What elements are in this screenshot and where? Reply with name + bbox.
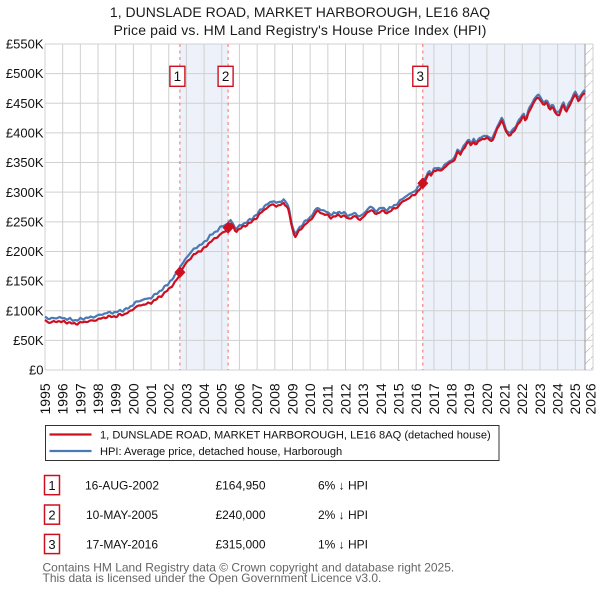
svg-text:2000: 2000 xyxy=(125,383,141,414)
svg-text:2019: 2019 xyxy=(461,383,477,414)
svg-text:£315,000: £315,000 xyxy=(215,537,265,551)
svg-text:2020: 2020 xyxy=(479,383,495,414)
svg-text:2023: 2023 xyxy=(532,383,548,414)
svg-text:2011: 2011 xyxy=(320,384,336,414)
svg-text:1: 1 xyxy=(48,478,55,493)
svg-text:2013: 2013 xyxy=(355,383,371,414)
svg-text:2015: 2015 xyxy=(390,383,406,414)
svg-text:£200K: £200K xyxy=(6,244,44,259)
svg-text:6% ↓ HPI: 6% ↓ HPI xyxy=(318,479,368,493)
svg-text:2026: 2026 xyxy=(582,383,598,414)
svg-text:1996: 1996 xyxy=(55,383,71,414)
svg-text:16-AUG-2002: 16-AUG-2002 xyxy=(85,479,159,493)
svg-text:2024: 2024 xyxy=(550,383,566,414)
svg-text:1, DUNSLADE ROAD, MARKET HARBO: 1, DUNSLADE ROAD, MARKET HARBOROUGH, LE1… xyxy=(100,430,491,442)
svg-text:1998: 1998 xyxy=(90,383,106,414)
svg-text:£250K: £250K xyxy=(6,214,44,229)
svg-text:2007: 2007 xyxy=(249,383,265,414)
svg-text:2022: 2022 xyxy=(514,383,530,414)
svg-text:1995: 1995 xyxy=(37,383,53,414)
svg-text:1, DUNSLADE ROAD, MARKET HARBO: 1, DUNSLADE ROAD, MARKET HARBOROUGH, LE1… xyxy=(110,4,490,20)
svg-text:Price paid vs. HM Land Registr: Price paid vs. HM Land Registry's House … xyxy=(113,22,486,38)
svg-text:2025: 2025 xyxy=(567,383,583,414)
svg-text:2006: 2006 xyxy=(231,383,247,414)
svg-text:2008: 2008 xyxy=(267,383,283,414)
svg-text:Contains HM Land Registry data: Contains HM Land Registry data © Crown c… xyxy=(43,561,455,575)
svg-text:1% ↓ HPI: 1% ↓ HPI xyxy=(318,537,368,551)
svg-text:2018: 2018 xyxy=(444,383,460,414)
svg-text:HPI: Average price, detached h: HPI: Average price, detached house, Harb… xyxy=(100,446,342,458)
svg-text:3: 3 xyxy=(48,537,55,552)
svg-text:2002: 2002 xyxy=(161,383,177,414)
svg-text:£300K: £300K xyxy=(6,185,44,200)
svg-text:10-MAY-2005: 10-MAY-2005 xyxy=(86,508,158,522)
svg-text:This data is licensed under th: This data is licensed under the Open Gov… xyxy=(43,571,382,585)
svg-text:2: 2 xyxy=(48,508,55,523)
svg-text:2009: 2009 xyxy=(284,383,300,414)
svg-text:17-MAY-2016: 17-MAY-2016 xyxy=(86,537,158,551)
svg-text:1999: 1999 xyxy=(108,383,124,414)
svg-text:£150K: £150K xyxy=(6,274,44,289)
svg-text:3: 3 xyxy=(417,69,425,84)
svg-text:2% ↓ HPI: 2% ↓ HPI xyxy=(318,508,368,522)
svg-text:1997: 1997 xyxy=(72,383,88,414)
svg-text:2001: 2001 xyxy=(143,383,159,414)
svg-text:£100K: £100K xyxy=(6,303,44,318)
svg-text:£240,000: £240,000 xyxy=(215,508,265,522)
svg-text:2014: 2014 xyxy=(373,383,389,414)
svg-text:£164,950: £164,950 xyxy=(215,479,265,493)
svg-text:2017: 2017 xyxy=(426,383,442,414)
svg-text:2: 2 xyxy=(222,69,230,84)
svg-text:2021: 2021 xyxy=(497,383,513,414)
svg-text:£400K: £400K xyxy=(6,126,44,141)
svg-text:2012: 2012 xyxy=(337,383,353,414)
svg-text:2005: 2005 xyxy=(214,383,230,414)
svg-text:£0: £0 xyxy=(29,363,43,378)
svg-text:1: 1 xyxy=(174,69,182,84)
svg-text:2010: 2010 xyxy=(302,383,318,414)
svg-text:£500K: £500K xyxy=(6,66,44,81)
svg-text:£450K: £450K xyxy=(6,96,44,111)
svg-text:£550K: £550K xyxy=(6,37,44,52)
svg-text:2016: 2016 xyxy=(408,383,424,414)
svg-text:2003: 2003 xyxy=(178,383,194,414)
svg-text:£50K: £50K xyxy=(13,333,44,348)
svg-text:£350K: £350K xyxy=(6,155,44,170)
svg-text:2004: 2004 xyxy=(196,383,212,414)
